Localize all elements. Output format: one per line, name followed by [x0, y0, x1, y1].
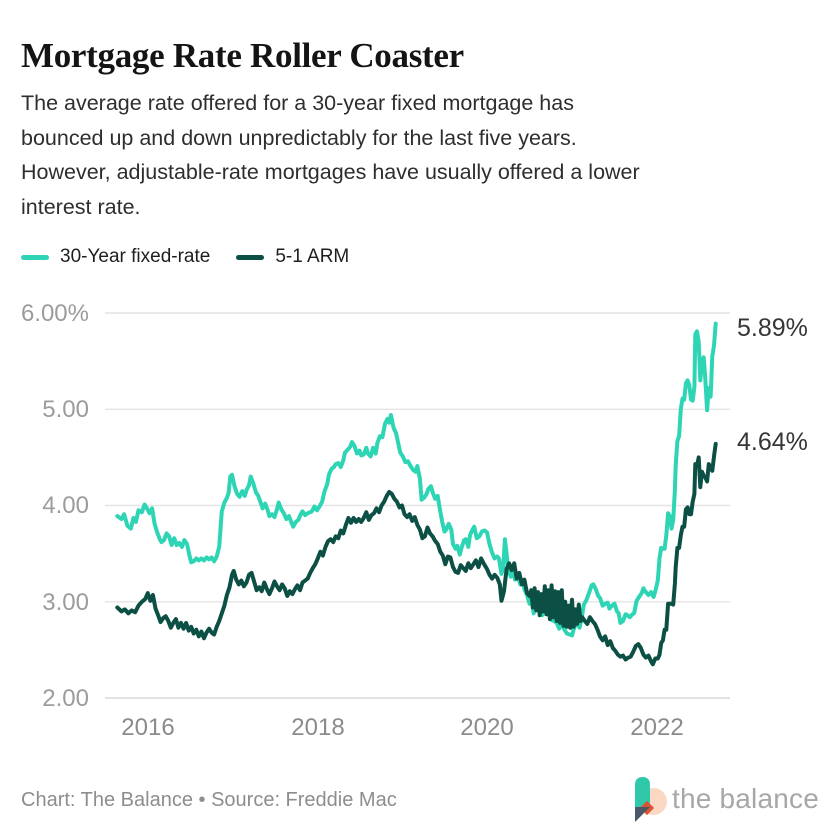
subtitle-line: bounced up and down unpredictably for th…: [21, 125, 577, 150]
x-tick-label: 2016: [121, 714, 174, 741]
y-tick-label: 3.00: [42, 589, 89, 616]
logo-teal-bar: [635, 777, 650, 808]
fixed-rate-end-label: 5.89%: [737, 314, 808, 342]
logo-slate-triangle: [635, 807, 650, 822]
fixed-rate-line: [115, 321, 718, 638]
line-chart: 6.00% 5.00 4.00 3.00 2.00 2016 2018 2020…: [21, 300, 808, 741]
fixed-rate-swatch-icon: [21, 254, 49, 260]
the-balance-logo-icon: [635, 776, 669, 822]
x-tick-label: 2018: [291, 714, 344, 741]
arm-end-label: 4.64%: [737, 428, 808, 456]
y-tick-label: 6.00%: [21, 300, 89, 327]
subtitle-line: The average rate offered for a 30-year f…: [21, 91, 574, 115]
legend-item-arm: 5-1 ARM: [236, 246, 349, 268]
arm-swatch-icon: [236, 254, 265, 260]
legend-label: 5-1 ARM: [275, 246, 350, 267]
x-tick-label: 2022: [630, 714, 683, 741]
x-tick-label: 2020: [460, 714, 513, 741]
y-tick-label: 4.00: [42, 492, 89, 519]
legend-label: 30-Year fixed-rate: [60, 246, 211, 267]
arm-line: [115, 441, 718, 667]
source-credit: Chart: The Balance • Source: Freddie Mac: [21, 789, 397, 811]
legend: 30-Year fixed-rate 5-1 ARM: [21, 246, 349, 268]
page-title: Mortgage Rate Roller Coaster: [21, 36, 464, 76]
subtitle-line: interest rate.: [21, 194, 141, 219]
chart-subtitle: The average rate offered for a 30-year f…: [21, 86, 640, 224]
logo-wordmark: the balance: [672, 783, 819, 814]
legend-item-fixed-rate: 30-Year fixed-rate: [21, 246, 210, 268]
the-balance-logo: the balance: [635, 776, 835, 824]
subtitle-line: However, adjustable-rate mortgages have …: [21, 160, 640, 184]
y-tick-label: 2.00: [42, 685, 89, 712]
y-tick-label: 5.00: [42, 396, 89, 423]
